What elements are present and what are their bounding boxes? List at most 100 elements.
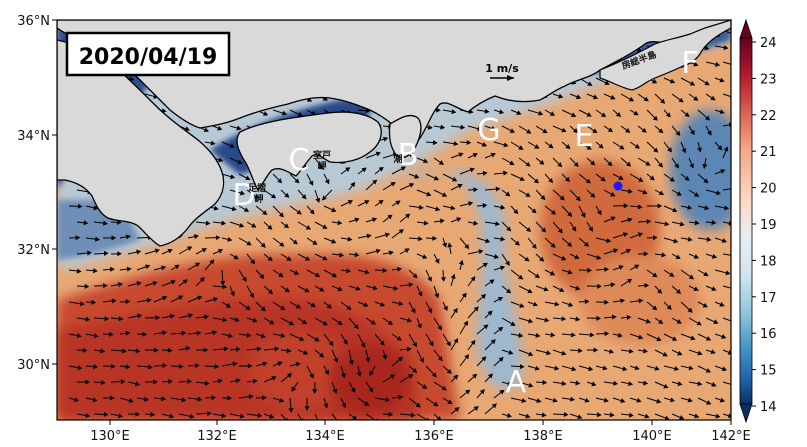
- current-arrowhead: [495, 186, 501, 192]
- current-arrowhead: [590, 160, 596, 166]
- current-arrowhead: [681, 148, 687, 154]
- current-arrowhead: [146, 297, 152, 303]
- current-arrowhead: [472, 153, 478, 158]
- current-arrow: [722, 253, 731, 256]
- current-arrowhead: [702, 163, 708, 169]
- current-arrowhead: [570, 396, 576, 402]
- current-arrowhead: [620, 298, 626, 304]
- current-arrowhead: [295, 303, 301, 309]
- current-arrowhead: [669, 78, 676, 84]
- current-arrowhead: [687, 236, 693, 242]
- colorbar-tick-label: 17: [760, 291, 777, 306]
- current-arrowhead: [705, 336, 712, 341]
- current-arrowhead: [497, 297, 504, 302]
- current-arrowhead: [234, 317, 240, 322]
- current-arrowhead: [450, 273, 456, 279]
- current-arrowhead: [116, 219, 122, 225]
- current-arrowhead: [251, 223, 257, 228]
- current-arrowhead: [422, 384, 428, 389]
- current-arrowhead: [689, 81, 696, 86]
- current-arrowhead: [542, 128, 548, 134]
- current-arrowhead: [306, 97, 313, 102]
- current-arrowhead: [674, 163, 679, 169]
- current-arrowhead: [526, 129, 532, 134]
- current-arrowhead: [473, 306, 479, 312]
- current-arrowhead: [446, 368, 452, 374]
- current-arrowhead: [575, 316, 581, 322]
- current-arrowhead: [611, 314, 617, 320]
- current-arrowhead: [260, 333, 266, 339]
- current-arrowhead: [378, 200, 384, 205]
- current-arrowhead: [596, 254, 602, 260]
- y-tick-30: 30°N: [17, 358, 50, 373]
- current-arrowhead: [178, 363, 184, 369]
- current-arrowhead: [643, 380, 649, 386]
- current-arrowhead: [539, 256, 545, 262]
- current-arrowhead: [610, 94, 616, 100]
- current-arrowhead: [356, 371, 362, 377]
- current-arrowhead: [482, 170, 488, 176]
- current-arrowhead: [252, 317, 258, 323]
- current-arrowhead: [75, 235, 81, 241]
- current-arrowhead: [717, 145, 723, 151]
- current-arrowhead: [431, 372, 437, 378]
- current-arrowhead: [419, 357, 424, 363]
- current-arrowhead: [694, 413, 700, 419]
- current-arrowhead: [292, 239, 298, 245]
- current-arrowhead: [510, 321, 516, 326]
- current-arrowhead: [637, 204, 643, 210]
- current-arrowhead: [619, 144, 625, 150]
- current-arrowhead: [239, 190, 245, 196]
- current-arrowhead: [487, 373, 493, 379]
- current-arrowhead: [697, 381, 703, 387]
- current-arrowhead: [388, 411, 394, 417]
- current-arrowhead: [435, 206, 441, 212]
- current-arrowhead: [482, 262, 488, 268]
- current-arrowhead: [280, 305, 286, 311]
- current-arrowhead: [196, 330, 202, 336]
- current-arrowhead: [233, 254, 239, 260]
- current-arrowhead: [690, 129, 695, 136]
- x-axis: 130°E 132°E 134°E 136°E 138°E 140°E 142°…: [90, 420, 751, 444]
- current-arrowhead: [350, 387, 356, 393]
- current-arrowhead: [322, 96, 329, 101]
- current-arrowhead: [352, 415, 358, 420]
- current-arrowhead: [161, 265, 167, 271]
- current-arrowhead: [675, 130, 681, 137]
- current-arrowhead: [711, 220, 717, 226]
- current-arrowhead: [654, 365, 660, 371]
- place-shio: 潮: [393, 153, 402, 165]
- current-arrowhead: [470, 339, 476, 345]
- current-arrowhead: [378, 166, 384, 172]
- current-arrowhead: [734, 254, 737, 257]
- current-arrowhead: [518, 332, 524, 338]
- current-arrowhead: [406, 317, 413, 323]
- current-arrowhead: [662, 351, 668, 357]
- current-arrowhead: [148, 364, 153, 370]
- current-arrowhead: [270, 193, 277, 199]
- current-arrow: [722, 381, 731, 385]
- current-arrowhead: [534, 365, 540, 371]
- current-arrowhead: [626, 315, 632, 320]
- current-arrowhead: [487, 310, 493, 316]
- current-arrowhead: [665, 112, 671, 118]
- current-arrowhead: [350, 181, 356, 188]
- current-arrowhead: [201, 248, 207, 253]
- current-arrowhead: [303, 350, 309, 355]
- current-arrowhead: [603, 397, 609, 403]
- current-arrowhead: [536, 398, 542, 403]
- current-arrowhead: [644, 413, 650, 419]
- current-arrowhead: [704, 205, 710, 211]
- current-arrowhead: [490, 339, 496, 345]
- current-arrowhead: [451, 176, 458, 182]
- current-arrowhead: [379, 301, 386, 307]
- current-arrowhead: [604, 331, 610, 337]
- current-arrowhead: [239, 413, 245, 419]
- current-arrowhead: [136, 281, 142, 287]
- x-tick-136: 136°E: [414, 429, 454, 444]
- scale-label: 1 m/s: [485, 62, 519, 75]
- current-arrowhead: [720, 169, 726, 174]
- current-arrowhead: [509, 128, 515, 133]
- current-arrowhead: [305, 225, 311, 230]
- current-arrowhead: [587, 267, 592, 273]
